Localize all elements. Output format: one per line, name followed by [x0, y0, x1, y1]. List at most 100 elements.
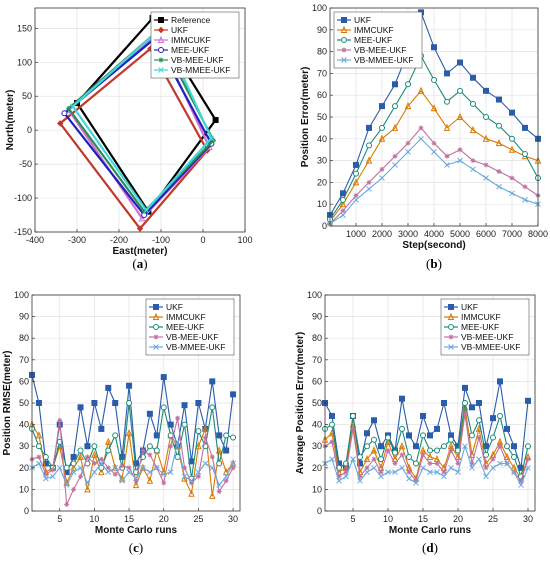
legend-marker — [153, 334, 159, 340]
x-axis-label: Monte Carlo runs — [95, 525, 178, 536]
data-point — [202, 435, 208, 441]
data-point — [444, 153, 450, 159]
y-tick-label: 80 — [19, 333, 29, 343]
data-point — [168, 443, 174, 449]
legend-marker — [448, 344, 454, 350]
y-tick-label: 70 — [19, 355, 29, 365]
data-point — [420, 452, 426, 458]
x-tick-label: 7000 — [502, 229, 522, 239]
data-point — [413, 460, 419, 467]
x-tick-label: -200 — [110, 235, 128, 245]
data-point — [77, 464, 84, 471]
data-point — [105, 447, 112, 454]
legend-marker — [158, 67, 164, 73]
data-point — [448, 436, 454, 443]
data-point — [476, 400, 482, 406]
data-point — [363, 454, 371, 463]
y-tick-label: 40 — [317, 134, 327, 144]
data-point — [483, 162, 489, 168]
y-tick-label: 20 — [317, 177, 327, 187]
x-tick-label: 15 — [124, 514, 134, 524]
legend-label: IMMCUKF — [171, 35, 211, 45]
data-point — [223, 432, 230, 439]
data-point — [399, 452, 405, 458]
data-point — [525, 443, 531, 450]
data-point — [522, 196, 528, 203]
data-point — [98, 456, 104, 462]
data-point — [490, 456, 496, 462]
data-point — [366, 179, 372, 185]
data-point — [392, 460, 398, 466]
data-point — [195, 473, 201, 479]
data-point — [457, 87, 463, 94]
data-point — [441, 400, 447, 406]
data-point — [431, 76, 437, 83]
data-point — [98, 460, 105, 467]
data-point — [511, 469, 517, 475]
caption-letter: a — [137, 256, 144, 271]
data-point — [431, 44, 437, 51]
caption-open: ( — [422, 540, 426, 555]
data-point — [504, 425, 510, 432]
y-tick-label: 100 — [307, 290, 322, 300]
data-point — [462, 411, 468, 417]
series-line-mee-ukf — [324, 402, 529, 477]
data-point — [509, 190, 515, 197]
series-line-immcukf — [324, 406, 529, 480]
data-point — [329, 421, 335, 428]
data-point — [405, 149, 411, 155]
data-point — [188, 489, 195, 497]
data-point — [63, 464, 70, 471]
data-point — [496, 183, 502, 190]
data-point — [427, 447, 433, 454]
legend-label: IMMCUKF — [354, 25, 394, 35]
data-point — [223, 447, 230, 454]
data-point — [413, 443, 419, 450]
data-point — [443, 123, 451, 131]
y-tick-label: 80 — [317, 47, 327, 57]
data-point — [35, 443, 42, 450]
x-tick-label: -300 — [68, 235, 86, 245]
data-point — [104, 437, 112, 445]
data-point — [371, 417, 377, 424]
chart-a: -400 -300 -200 -100 0 100 -150 -100 -50 0 50 100 150… — [5, 7, 253, 271]
y-tick-label: 20 — [19, 463, 29, 473]
legend-marker — [448, 304, 454, 310]
legend-label: UKF — [171, 25, 188, 35]
data-point — [457, 59, 463, 66]
data-point — [329, 439, 335, 445]
data-point — [35, 400, 42, 406]
data-point — [434, 425, 440, 432]
chart-d: 5 10 15 20 25 30 0 10 20 30 40 50 60 70 80 90 100 Monte C… — [295, 290, 536, 555]
data-point — [456, 112, 464, 120]
data-point — [216, 432, 223, 439]
data-point — [140, 448, 146, 454]
data-point — [209, 454, 215, 460]
data-point — [503, 452, 511, 460]
x-tick-label: 20 — [159, 514, 169, 524]
y-tick-label: -50 — [19, 159, 32, 169]
data-point — [153, 447, 160, 454]
y-tick-label: 10 — [19, 484, 29, 494]
data-point — [420, 464, 426, 471]
data-point — [202, 424, 209, 432]
caption-close: ) — [139, 540, 143, 555]
y-tick-label: 40 — [19, 420, 29, 430]
data-point — [174, 454, 181, 460]
data-point — [160, 404, 167, 411]
x-tick-label: 10 — [383, 514, 393, 524]
data-point — [146, 476, 154, 484]
y-tick-label: 0 — [24, 506, 29, 516]
data-point — [509, 135, 515, 142]
data-point — [462, 384, 468, 391]
data-point — [181, 402, 188, 409]
data-point — [518, 482, 524, 488]
data-point — [353, 161, 359, 168]
data-point — [364, 430, 370, 437]
data-point — [470, 74, 476, 81]
data-point — [509, 109, 515, 116]
data-point — [63, 482, 70, 488]
data-point — [343, 469, 349, 475]
data-point — [378, 469, 384, 475]
data-point — [208, 135, 215, 142]
